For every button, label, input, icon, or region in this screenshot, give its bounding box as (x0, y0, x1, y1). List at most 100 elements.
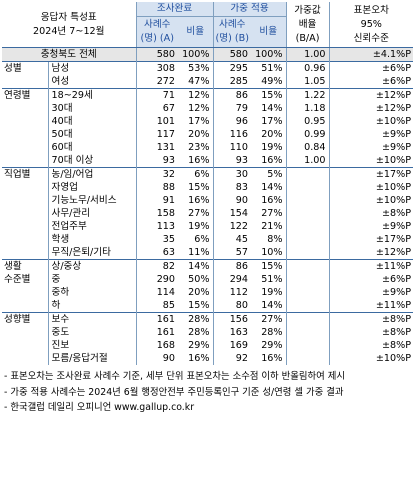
table-title-line2: 2024년 7~12월 (33, 25, 105, 37)
total-n-a: 580 (135, 47, 178, 62)
cell-mult (285, 220, 330, 233)
weight-mult-line2: 배율 (298, 18, 317, 30)
cell-moe: ±12%P (328, 246, 414, 260)
row-label: 사무/관리 (47, 207, 136, 220)
table-row: 중 290 50% 294 51% ±6%P (2, 273, 414, 286)
sub-cases-a: 사례수 (명) (A) (135, 16, 178, 48)
sub-cases-b-line1: 사례수 (219, 19, 246, 30)
cell-moe: ±9%P (328, 220, 414, 233)
table-body: 충청북도 전체 580 100% 580 100% 1.00 ±4.1%P 성별… (2, 47, 414, 365)
cell-moe: ±17%P (328, 167, 414, 181)
respondent-characteristics-table: 응답자 특성표 2024년 7~12월 조사완료 가중 적용 가중값 배율 (B… (2, 2, 414, 365)
cell-pct-b: 19% (261, 142, 283, 153)
table-row: 성향별 보수 161 28% 156 27% ±8%P (2, 312, 414, 365)
cell-mult: 1.18 (285, 102, 330, 115)
row-label: 중하 (47, 286, 136, 299)
row-label: 기능노무/서비스 (47, 194, 136, 207)
cell-moe: ±6%P (328, 273, 414, 286)
group-label-line1: 성별 (4, 63, 22, 74)
cell-pct-a: 19% (188, 221, 210, 232)
cell-pct-b: 16% (261, 195, 283, 206)
cell-pct-a: 17% (188, 116, 210, 127)
footnote: - 가중 적용 사례수는 2024년 6월 행정안전부 주민등록인구 기준 성/… (4, 386, 344, 398)
cell-moe: ±6%P (328, 75, 414, 89)
table-row: 연령별 18~29세 71 12% 86 15% 1.22 ±12%P (2, 88, 414, 168)
sub-cases-b: 사례수 (명) (B) (212, 16, 251, 48)
cell-mult (285, 286, 330, 299)
cell-n-a: 93 (135, 154, 178, 168)
weight-mult-line3: (B/A) (295, 32, 320, 44)
col-weight-multiplier-header: 가중값 배율 (B/A) (285, 2, 330, 48)
cell-mult (285, 207, 330, 220)
total-mult: 1.00 (285, 47, 330, 62)
row-label: 30대 (47, 102, 136, 115)
cell-pct-b: 51% (251, 61, 287, 75)
cell-moe: ±17%P (328, 233, 414, 246)
row-label: 보수 (47, 312, 136, 326)
table-title: 응답자 특성표 2024년 7~12월 (2, 2, 136, 48)
cell-pct-b: 21% (261, 221, 283, 232)
weight-mult-line1: 가중값 (294, 4, 321, 16)
group-label-line2: 수준별 (4, 274, 31, 285)
table-row: 직업별 농/임/어업 32 6% 30 5% ±17%P (2, 167, 414, 260)
row-label: 중 (47, 273, 136, 286)
cell-mult (285, 299, 330, 313)
cell-pct-b: 5% (251, 167, 287, 181)
table-row: 무직/은퇴/기타 63 11% 57 10% ±12%P (2, 246, 414, 260)
row-label: 40대 (47, 115, 136, 128)
cell-mult (285, 246, 330, 260)
total-label: 충청북도 전체 (2, 47, 136, 62)
table-row: 성별 남성 308 53% 295 51% 0.96 ±6%P (2, 61, 414, 89)
cell-n-b: 90 (212, 194, 251, 207)
group-label: 성별 (2, 61, 48, 89)
row-label: 학생 (47, 233, 136, 246)
cell-pct-a: 28% (188, 327, 210, 338)
cell-pct-a: 50% (188, 274, 210, 285)
cell-mult: 0.99 (285, 128, 330, 141)
cell-n-b: 169 (212, 339, 251, 352)
cell-mult (285, 273, 330, 286)
cell-pct-a: 14% (178, 259, 213, 273)
table-row: 전업주부 113 19% 122 21% ±9%P (2, 220, 414, 233)
row-label: 60대 (47, 141, 136, 154)
sub-ratio-a: 비율 (178, 16, 213, 48)
sub-cases-b-line2: (명) (B) (215, 33, 249, 44)
row-label: 무직/은퇴/기타 (47, 246, 136, 260)
cell-mult (285, 326, 330, 339)
cell-moe: ±8%P (328, 326, 414, 339)
cell-pct-b: 27% (261, 208, 283, 219)
cell-pct-a: 15% (188, 182, 210, 193)
cell-pct-a: 16% (188, 155, 210, 166)
table-row: 자영업 88 15% 83 14% ±10%P (2, 181, 414, 194)
group-label: 생활 수준별 (2, 259, 48, 313)
cell-mult: 1.05 (285, 75, 330, 89)
sub-cases-a-line2: (명) (A) (140, 33, 174, 44)
cell-n-a: 101 (135, 115, 178, 128)
cell-pct-a: 23% (188, 142, 210, 153)
cell-pct-b: 29% (261, 340, 283, 351)
cell-n-a: 91 (135, 194, 178, 207)
cell-moe: ±11%P (328, 259, 414, 273)
moe-header-line1: 표본오차 (353, 4, 389, 16)
respondent-characteristics-table-wrapper: 응답자 특성표 2024년 7~12월 조사완료 가중 적용 가중값 배율 (B… (2, 2, 414, 416)
cell-n-b: 30 (212, 167, 251, 181)
cell-moe: ±10%P (328, 154, 414, 168)
cell-n-b: 116 (212, 128, 251, 141)
cell-n-b: 83 (212, 181, 251, 194)
cell-n-a: 131 (135, 141, 178, 154)
cell-moe: ±9%P (328, 141, 414, 154)
cell-pct-a: 28% (178, 312, 213, 326)
table-title-line1: 응답자 특성표 (40, 11, 97, 23)
cell-mult (285, 312, 330, 326)
cell-pct-b: 49% (261, 76, 283, 87)
moe-header-line2: 95% (360, 18, 382, 30)
cell-pct-b: 20% (261, 129, 283, 140)
cell-mult (285, 339, 330, 352)
cell-pct-b: 15% (251, 88, 287, 102)
group-label-line1: 성향별 (4, 314, 31, 325)
cell-pct-b: 51% (261, 274, 283, 285)
table-row: 중하 114 20% 112 19% ±9%P (2, 286, 414, 299)
cell-moe: ±8%P (328, 207, 414, 220)
cell-pct-a: 6% (194, 234, 210, 245)
cell-moe: ±10%P (328, 181, 414, 194)
